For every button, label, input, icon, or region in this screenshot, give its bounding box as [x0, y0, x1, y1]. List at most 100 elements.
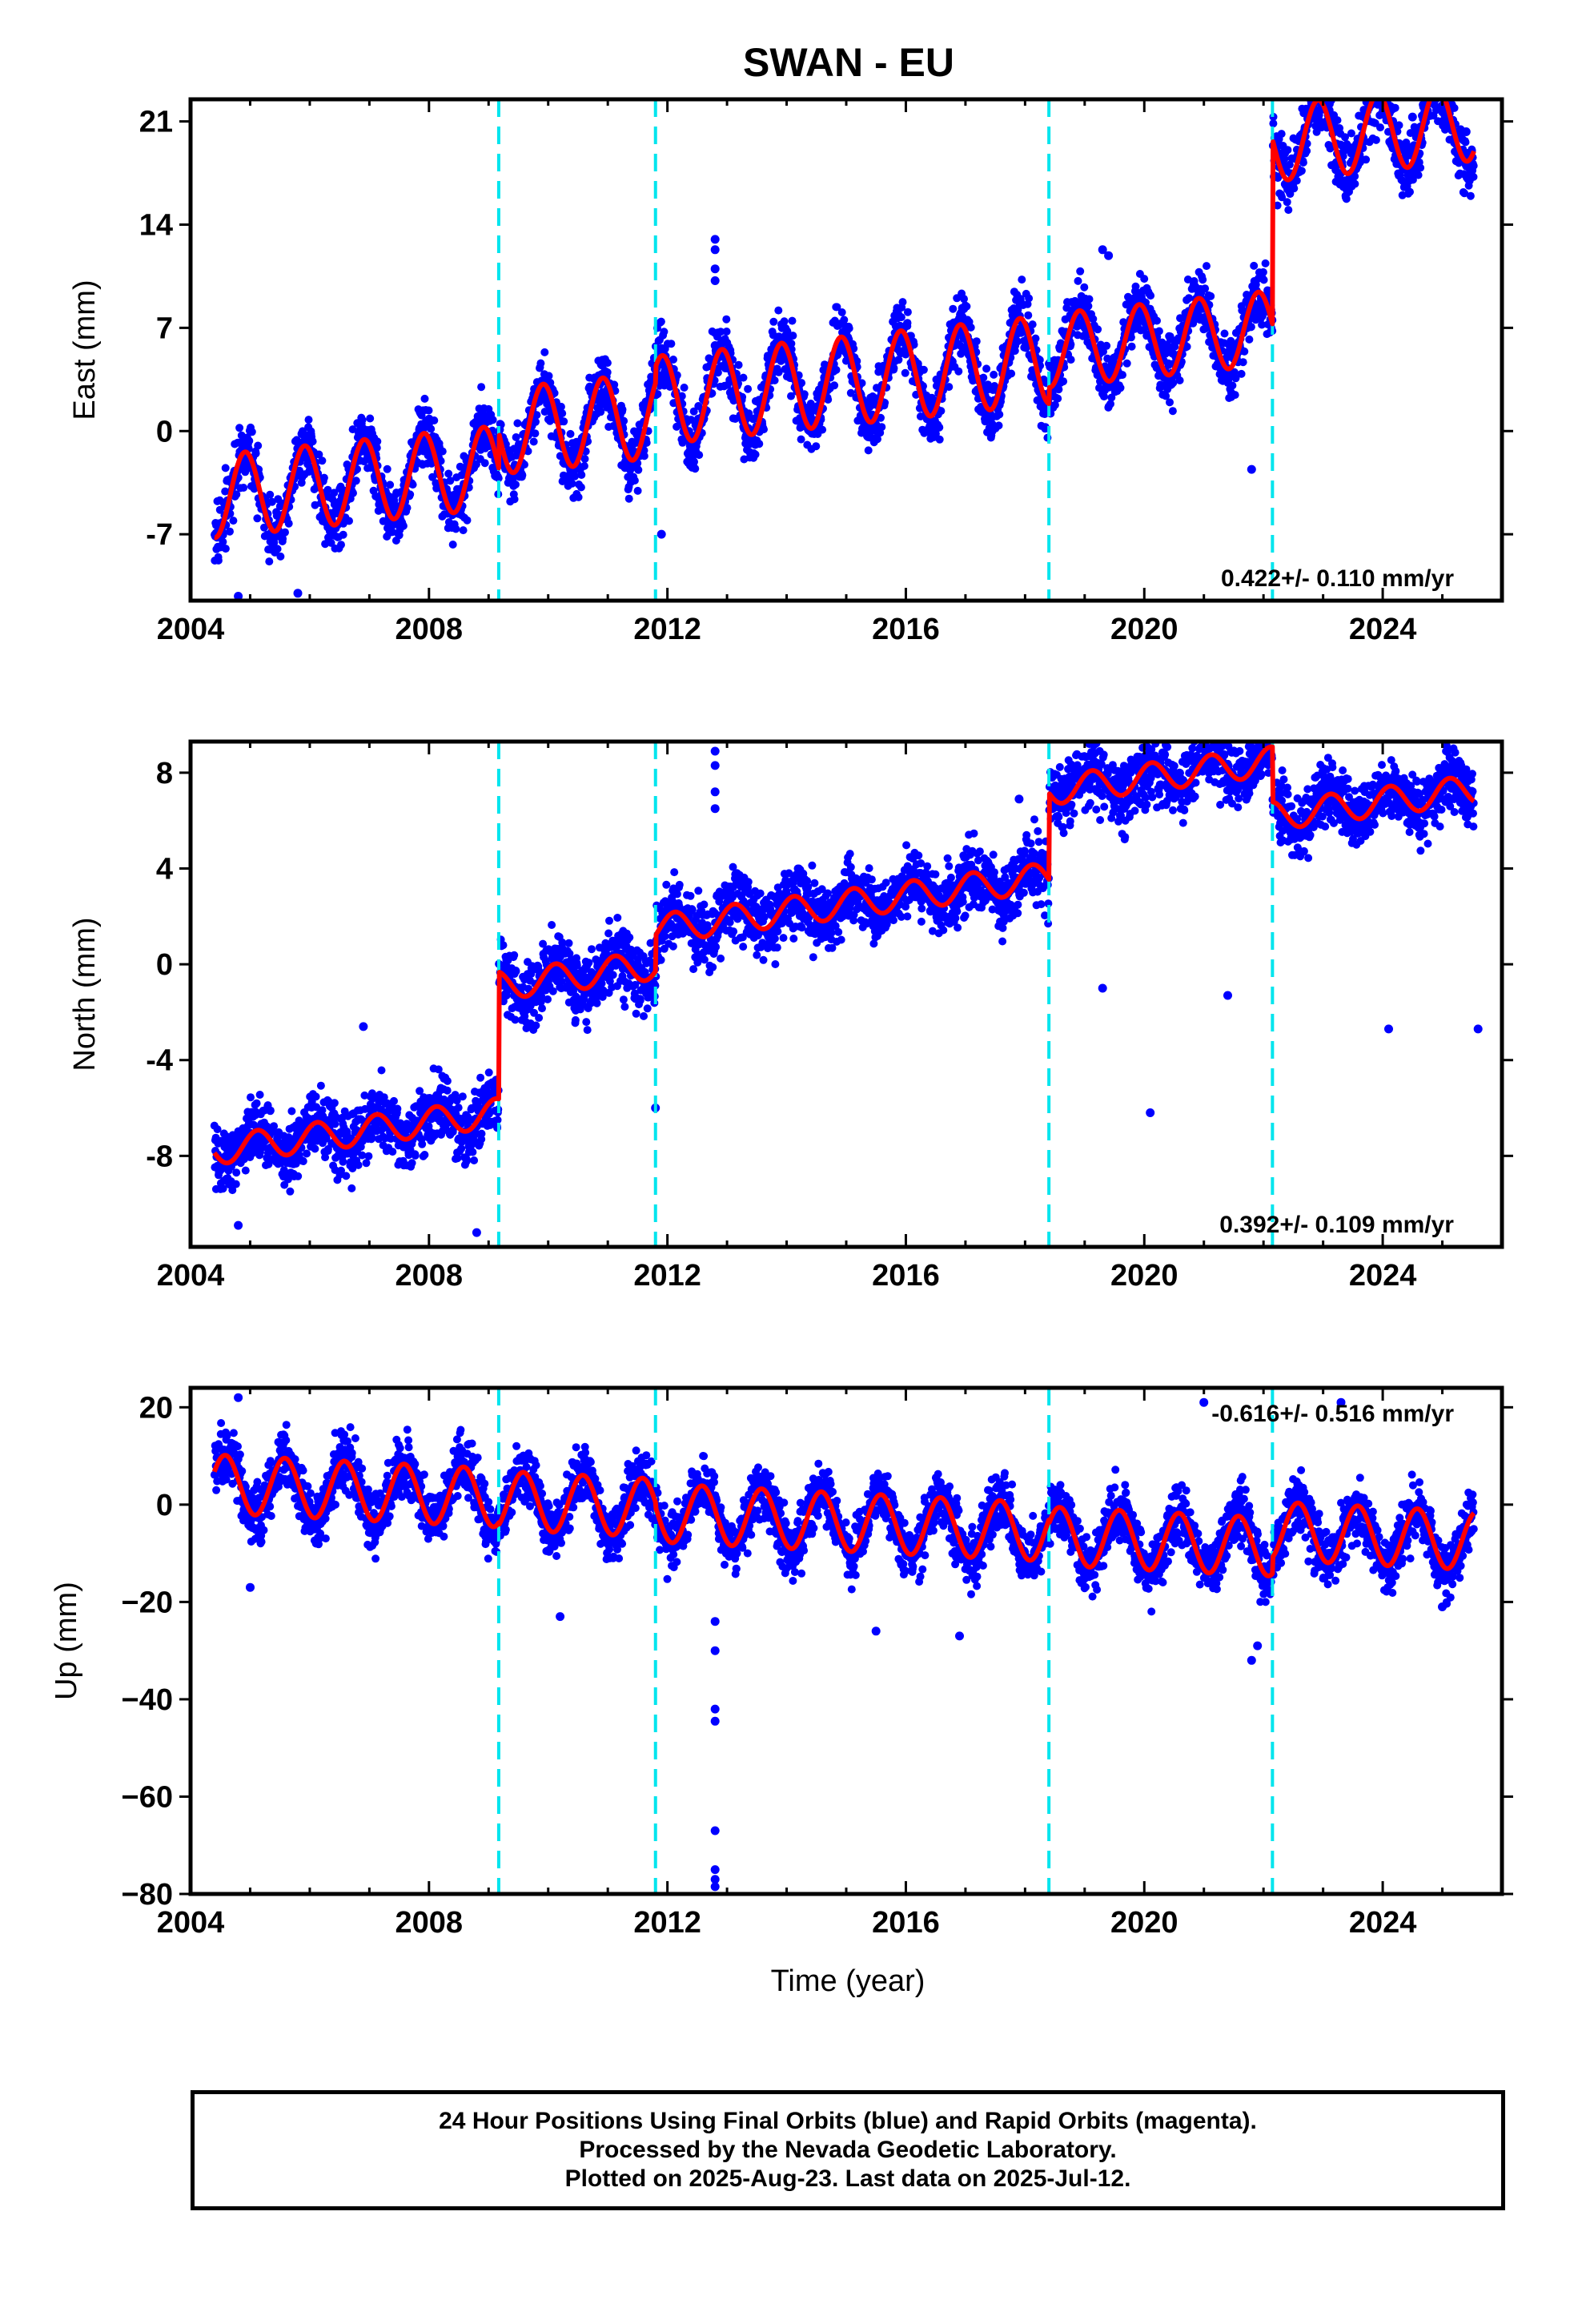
data-point — [1250, 261, 1259, 270]
data-point — [1375, 86, 1383, 94]
data-point — [1442, 58, 1450, 66]
data-point — [345, 517, 353, 525]
data-point — [499, 941, 508, 950]
data-point — [580, 461, 588, 470]
data-point — [1239, 358, 1247, 367]
data-point — [221, 545, 230, 553]
data-point — [566, 429, 575, 438]
data-point — [1370, 69, 1378, 77]
data-point — [443, 1076, 452, 1085]
x-tick-label: 2024 — [1349, 613, 1417, 646]
data-point — [318, 456, 327, 465]
data-point — [529, 437, 538, 446]
data-point — [1450, 103, 1459, 112]
data-point — [1306, 86, 1314, 94]
data-point — [1425, 90, 1433, 98]
data-point — [1362, 155, 1371, 164]
data-point — [299, 1157, 307, 1165]
data-point — [1416, 163, 1425, 172]
data-point — [630, 476, 639, 485]
data-point — [1316, 61, 1324, 69]
data-point — [349, 489, 357, 497]
data-point — [1367, 69, 1375, 77]
data-point — [1433, 79, 1441, 87]
y-tick-label: -7 — [146, 518, 173, 552]
data-point — [1245, 335, 1254, 344]
y-axis-label: East (mm) — [68, 279, 102, 420]
data-point — [690, 457, 698, 466]
data-point — [1424, 75, 1432, 83]
data-point — [770, 376, 779, 384]
data-point — [574, 493, 583, 501]
x-tick-label: 2004 — [157, 613, 225, 646]
data-point — [1315, 84, 1323, 92]
outlier-point — [293, 589, 303, 598]
data-point — [494, 474, 503, 483]
data-point — [1371, 85, 1379, 93]
data-point — [1118, 371, 1126, 380]
data-points — [210, 742, 1483, 1237]
data-point — [1406, 187, 1414, 196]
data-point — [949, 304, 958, 313]
data-point — [232, 1168, 241, 1177]
data-point — [1308, 90, 1316, 98]
data-point — [1414, 171, 1423, 179]
data-point — [311, 1092, 320, 1101]
data-point — [347, 1184, 356, 1192]
data-point — [642, 438, 651, 447]
data-point — [1429, 90, 1437, 98]
data-point — [1323, 86, 1331, 94]
data-point — [832, 365, 841, 374]
data-point — [1419, 81, 1427, 89]
data-point — [797, 435, 805, 444]
data-point — [630, 439, 639, 448]
data-point — [1435, 87, 1443, 95]
data-point — [438, 447, 447, 456]
data-point — [774, 306, 783, 315]
data-point — [1429, 78, 1437, 86]
data-point — [1116, 384, 1125, 392]
data-point — [443, 1086, 452, 1095]
data-point — [452, 525, 460, 533]
data-point — [1306, 90, 1314, 98]
data-point — [1283, 146, 1292, 155]
data-point — [1102, 341, 1111, 350]
data-point — [260, 523, 268, 532]
data-point — [427, 424, 436, 433]
data-point — [213, 1125, 222, 1134]
data-point — [281, 528, 289, 537]
data-point — [279, 534, 287, 543]
data-point — [538, 1004, 546, 1013]
data-point — [428, 472, 437, 481]
data-point — [722, 328, 731, 336]
data-point — [1435, 74, 1443, 82]
data-point — [1440, 63, 1448, 71]
data-point — [1228, 381, 1237, 390]
data-point — [315, 450, 323, 459]
data-point — [945, 383, 954, 392]
data-point — [235, 424, 244, 432]
data-point — [411, 1152, 420, 1160]
data-point — [691, 464, 700, 473]
data-point — [532, 1021, 540, 1030]
data-point — [266, 1106, 275, 1115]
data-point — [755, 440, 764, 448]
data-point — [1076, 267, 1085, 275]
data-point — [1376, 49, 1384, 57]
data-point — [1054, 394, 1062, 403]
data-point — [571, 472, 579, 480]
data-point — [1259, 275, 1268, 284]
data-point — [1373, 82, 1381, 90]
data-point — [364, 1152, 373, 1160]
data-point — [304, 416, 313, 424]
data-point — [267, 497, 276, 506]
data-point — [1140, 275, 1149, 283]
data-point — [1434, 85, 1442, 93]
data-point — [560, 417, 568, 426]
data-point — [366, 414, 375, 423]
data-point — [221, 487, 230, 496]
data-point — [577, 471, 586, 479]
outlier-point — [1461, 127, 1471, 136]
data-point — [1377, 78, 1385, 86]
